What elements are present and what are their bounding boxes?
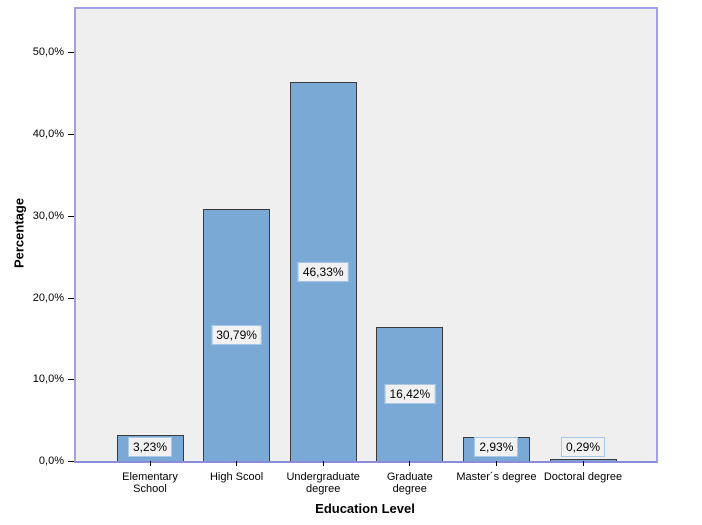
bar-value-label: 2,93% (474, 437, 519, 457)
x-tick-label: Undergraduate degree (286, 471, 360, 495)
bar (549, 458, 617, 461)
y-tick-label: 10,0% (32, 373, 64, 386)
bar-value-label: 46,33% (297, 261, 349, 282)
y-tick-label: 40,0% (32, 128, 64, 141)
x-tick-label: Graduate degree (386, 471, 433, 495)
x-tick-label: Master´s degree (456, 471, 537, 483)
x-tick-label: High Scool (209, 471, 264, 483)
bar-value-label: 3,23% (127, 437, 173, 457)
bar-value-label: 30,79% (211, 325, 262, 346)
x-tick-label: Doctoral degree (543, 471, 623, 483)
y-tick-label: 0,0% (38, 455, 64, 467)
x-tick-label: Elementary School (122, 471, 178, 495)
y-tick-label: 50,0% (32, 46, 64, 59)
y-tick-label: 30,0% (32, 209, 64, 222)
bar-value-label: 16,42% (384, 383, 436, 404)
y-axis-title: Percentage (11, 197, 27, 269)
x-axis-title: Education Level (315, 501, 415, 516)
plot-area: 3,23% 30,79% 46,33% 16,42% 2,93% 0,29% (74, 7, 658, 463)
bar-value-label: 0,29% (560, 437, 606, 457)
y-tick-label: 20,0% (32, 291, 64, 304)
